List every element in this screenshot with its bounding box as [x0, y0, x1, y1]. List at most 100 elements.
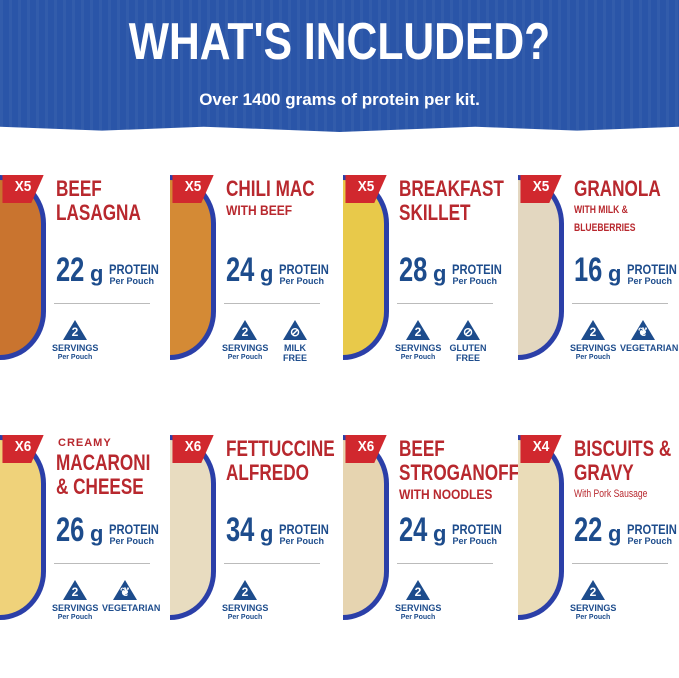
per-pouch-label: Per Pouch [452, 276, 497, 286]
protein-label: PROTEIN [109, 261, 160, 277]
attribute-label: VEGETARIAN [620, 343, 679, 353]
protein-unit: g [608, 261, 622, 286]
protein-amount: 24 [226, 251, 255, 289]
attribute-label: SERVINGS [222, 343, 269, 353]
protein-info: 26 g PROTEIN Per Pouch [56, 513, 172, 547]
vegetarian-icon: ❦ [631, 320, 655, 340]
servings-icon: 2 [581, 320, 605, 340]
attribute-sublabel: FREE [282, 353, 307, 363]
food-image [0, 435, 46, 620]
protein-unit: g [608, 521, 622, 546]
protein-label: PROTEIN [452, 521, 503, 537]
title-line: CHILI MAC [226, 176, 315, 201]
product-subtitle: WITH BEEF [226, 202, 293, 218]
protein-label: PROTEIN [279, 521, 330, 537]
title-line: BEEF [56, 176, 102, 201]
attribute-sublabel: Per Pouch [57, 354, 93, 361]
protein-unit: g [433, 261, 447, 286]
title-line: BREAKFAST [399, 176, 504, 201]
attribute-label: SERVINGS [570, 603, 617, 613]
servings-icon: 2 [233, 320, 257, 340]
protein-amount: 28 [399, 251, 428, 289]
attribute-sublabel: Per Pouch [227, 614, 263, 621]
attribute-badge: 2 SERVINGS Per Pouch [395, 580, 441, 623]
product-card: X6 CREAMY MACARONI & CHEESE 26 g PROTEIN Per… [0, 435, 170, 625]
attribute-badge: 2 SERVINGS Per Pouch [570, 320, 616, 363]
title-line: BEEF [399, 436, 445, 461]
food-image [343, 175, 389, 360]
protein-unit: g [90, 261, 104, 286]
attribute-sublabel: Per Pouch [400, 614, 436, 621]
servings-icon: 2 [581, 580, 605, 600]
product-subtitle: WITH NOODLES [399, 486, 493, 502]
attribute-label: VEGETARIAN [102, 603, 161, 613]
per-pouch-label: Per Pouch [627, 536, 672, 546]
quantity-badge: X6 [345, 435, 387, 463]
per-pouch-label: Per Pouch [452, 536, 497, 546]
divider [572, 303, 668, 304]
attribute-label: SERVINGS [222, 603, 269, 613]
product-card: X5 BREAKFAST SKILLET 28 g PROTEIN Per Pouch… [343, 175, 513, 365]
title-line: GRAVY [574, 460, 634, 485]
attribute-sublabel: Per Pouch [575, 614, 611, 621]
attribute-badge: 2 SERVINGS Per Pouch [222, 580, 268, 623]
servings-icon: 2 [406, 580, 430, 600]
protein-info: 24 g PROTEIN Per Pouch [399, 513, 515, 547]
protein-label: PROTEIN [452, 261, 503, 277]
divider [54, 303, 150, 304]
protein-amount: 16 [574, 251, 603, 289]
food-image [170, 435, 216, 620]
quantity-badge: X5 [2, 175, 44, 203]
protein-unit: g [90, 521, 104, 546]
title-line: LASAGNA [56, 200, 141, 225]
food-image [170, 175, 216, 360]
per-pouch-label: Per Pouch [279, 536, 324, 546]
divider [224, 563, 320, 564]
page-subtitle: Over 1400 grams of protein per kit. [199, 90, 480, 109]
product-title: BISCUITS & GRAVY With Pork Sausage [574, 437, 671, 503]
title-prefix: CREAMY [58, 437, 112, 449]
protein-info: 24 g PROTEIN Per Pouch [226, 253, 342, 287]
attribute-badge: 2 SERVINGS Per Pouch [395, 320, 441, 363]
protein-amount: 22 [574, 511, 603, 549]
protein-unit: g [260, 521, 274, 546]
title-line: MACARONI [56, 450, 151, 475]
attribute-badge: 2 SERVINGS Per Pouch [52, 580, 98, 623]
product-title: MACARONI & CHEESE [56, 451, 150, 499]
product-card: X5 CHILI MAC WITH BEEF 24 g PROTEIN Per Pou… [170, 175, 340, 365]
page-title: WHAT'S INCLUDED? [128, 13, 551, 71]
title-line: SKILLET [399, 200, 471, 225]
attribute-badge: ❦ VEGETARIAN [620, 320, 679, 353]
protein-info: 22 g PROTEIN Per Pouch [574, 513, 679, 547]
attribute-badge: ❦ VEGETARIAN [102, 580, 161, 613]
attribute-sublabel: FREE [455, 353, 480, 363]
attribute-label: SERVINGS [395, 343, 442, 353]
protein-label: PROTEIN [627, 521, 678, 537]
attribute-badge: ⊘ MILK FREE [272, 320, 318, 363]
protein-unit: g [433, 521, 447, 546]
divider [54, 563, 150, 564]
title-line: FETTUCCINE [226, 436, 335, 461]
protein-amount: 34 [226, 511, 255, 549]
product-title: BREAKFAST SKILLET [399, 177, 504, 225]
attribute-sublabel: Per Pouch [400, 354, 436, 361]
attribute-label: SERVINGS [52, 603, 99, 613]
per-pouch-label: Per Pouch [109, 276, 154, 286]
protein-info: 34 g PROTEIN Per Pouch [226, 513, 342, 547]
protein-label: PROTEIN [109, 521, 160, 537]
protein-amount: 22 [56, 251, 85, 289]
servings-icon: 2 [233, 580, 257, 600]
protein-amount: 26 [56, 511, 85, 549]
product-card: X6 BEEF STROGANOFF WITH NOODLES 24 g PROTEI… [343, 435, 519, 625]
product-title: BEEF LASAGNA [56, 177, 141, 225]
product-card: X6 FETTUCCINE ALFREDO 34 g PROTEIN Per Pouc… [170, 435, 340, 625]
per-pouch-label: Per Pouch [627, 276, 672, 286]
product-title: BEEF STROGANOFF WITH NOODLES [399, 437, 519, 503]
protein-label: PROTEIN [279, 261, 330, 277]
attribute-sublabel: Per Pouch [227, 354, 263, 361]
attribute-label: SERVINGS [395, 603, 442, 613]
vegetarian-icon: ❦ [113, 580, 137, 600]
attribute-sublabel: Per Pouch [57, 614, 93, 621]
divider [572, 563, 668, 564]
attribute-label: SERVINGS [570, 343, 617, 353]
